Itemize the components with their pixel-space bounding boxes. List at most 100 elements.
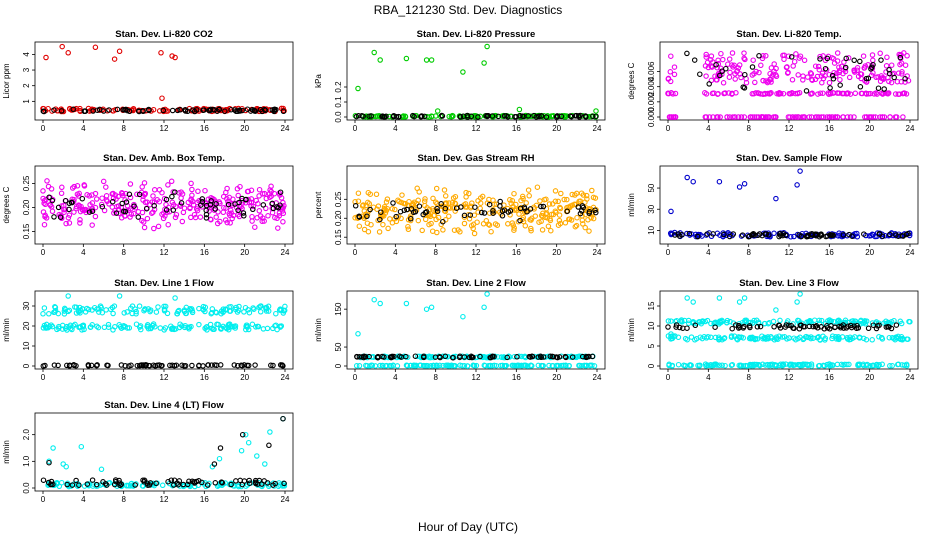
panel-10: Stan. Dev. Line 4 (LT) Flow ml/min 0 4 8 12 16… — [2, 400, 294, 504]
y-axis-label: ml/min — [2, 318, 11, 342]
data-point — [139, 217, 145, 224]
data-point — [784, 70, 791, 76]
data-point-black — [592, 207, 598, 213]
x-tick-label: 12 — [472, 248, 481, 257]
data-point — [277, 306, 284, 312]
data-point — [791, 233, 797, 240]
outlier-point — [377, 57, 383, 63]
x-tick-label: 12 — [785, 373, 794, 382]
data-point-black — [861, 231, 867, 237]
data-point — [837, 76, 843, 83]
data-point-black — [381, 354, 387, 360]
y-axis-label: degrees C — [627, 62, 636, 99]
x-tick-label: 16 — [200, 373, 209, 382]
data-point-black — [122, 208, 129, 215]
data-point — [847, 91, 854, 97]
data-point — [127, 181, 134, 187]
data-point — [796, 90, 803, 96]
data-point — [775, 336, 781, 342]
data-point — [161, 306, 168, 312]
data-point — [191, 211, 198, 218]
data-point-black — [684, 50, 690, 57]
data-point-black — [857, 58, 863, 65]
x-tick-label: 0 — [353, 248, 358, 257]
data-point — [591, 363, 598, 369]
outlier-point — [43, 54, 49, 61]
data-point-black — [809, 232, 815, 238]
data-point-black — [212, 362, 218, 368]
data-point — [163, 108, 169, 114]
data-point — [118, 215, 125, 221]
data-point — [446, 213, 452, 220]
data-point — [361, 226, 368, 233]
y-axis-label: kPa — [314, 74, 323, 88]
data-point — [749, 335, 756, 341]
data-point — [730, 114, 736, 120]
data-point — [511, 190, 517, 197]
data-point-black — [228, 106, 234, 113]
data-point-black — [199, 479, 205, 486]
data-point — [77, 220, 83, 226]
data-point — [765, 78, 772, 85]
data-point — [189, 186, 195, 193]
y-tick-label: 0.25 — [22, 175, 31, 191]
data-point-black — [538, 113, 545, 119]
data-point — [59, 184, 65, 191]
data-point — [91, 304, 98, 311]
x-tick-label: 20 — [240, 495, 249, 504]
data-point-black — [51, 107, 57, 113]
outlier-point — [434, 108, 441, 114]
data-point — [95, 324, 102, 331]
data-point — [836, 64, 842, 70]
data-point-black — [477, 353, 483, 360]
data-point — [164, 209, 170, 216]
data-point — [461, 220, 468, 227]
data-point — [511, 353, 518, 360]
data-point-black — [40, 477, 47, 483]
data-point — [737, 363, 744, 369]
data-point-black — [464, 114, 471, 120]
data-point-black — [903, 231, 910, 238]
data-point-black — [438, 201, 444, 207]
x-tick-label: 16 — [825, 124, 834, 133]
data-point-black — [120, 107, 126, 113]
data-point-black — [214, 108, 220, 114]
plot-frame — [346, 41, 606, 121]
data-point — [753, 317, 760, 324]
data-point-black — [212, 480, 219, 486]
data-point-black — [481, 210, 488, 216]
data-point — [278, 307, 284, 313]
data-point — [188, 323, 194, 330]
data-point-black — [246, 480, 253, 486]
data-point — [861, 335, 867, 342]
data-point-black — [776, 322, 783, 329]
data-point — [583, 192, 590, 199]
data-point — [89, 200, 96, 206]
data-point — [218, 310, 224, 317]
data-point — [711, 90, 717, 96]
y-tick-label: 3 — [22, 67, 31, 72]
data-point — [865, 91, 872, 97]
data-point — [888, 62, 895, 68]
data-point-black — [517, 217, 523, 224]
data-point — [475, 198, 481, 204]
data-point — [818, 73, 825, 79]
data-point — [497, 209, 503, 215]
data-point — [356, 363, 363, 369]
data-point — [702, 90, 708, 96]
data-point — [131, 210, 137, 217]
data-point — [422, 216, 429, 223]
data-point — [549, 201, 556, 207]
data-point — [796, 318, 802, 324]
x-tick-label: 0 — [666, 248, 671, 257]
data-point — [808, 361, 815, 367]
data-point — [899, 335, 906, 342]
data-point-black — [756, 53, 762, 59]
data-point — [457, 229, 463, 235]
data-point-black — [204, 482, 211, 488]
data-point — [696, 318, 702, 325]
data-point-black — [171, 477, 178, 483]
data-point — [141, 307, 147, 314]
data-point — [854, 233, 861, 240]
data-point-black — [151, 203, 157, 209]
